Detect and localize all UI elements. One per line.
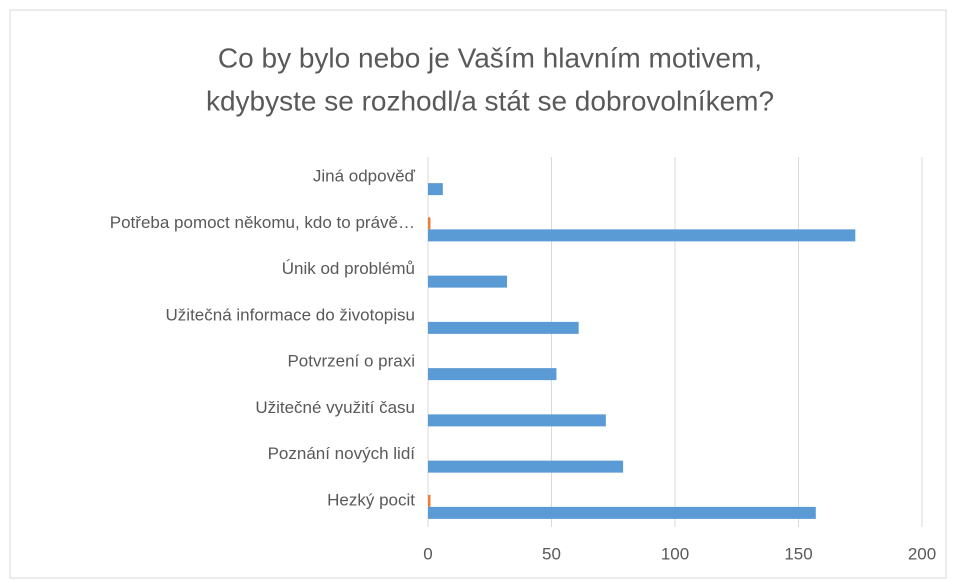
y-tick-label: Užitečná informace do životopisu xyxy=(166,305,415,324)
bar xyxy=(428,275,508,288)
x-tick-label: 200 xyxy=(908,544,936,563)
x-tick-label: 150 xyxy=(784,544,812,563)
bar xyxy=(428,460,624,473)
chart-title: kdybyste se rozhodl/a stát se dobrovolní… xyxy=(206,85,774,116)
y-tick-label: Potřeba pomoct někomu, kdo to právě… xyxy=(110,213,415,232)
bar xyxy=(428,494,431,507)
chart-border xyxy=(9,9,947,579)
bar xyxy=(428,506,816,519)
x-tick-label: 100 xyxy=(661,544,689,563)
chart-title: Co by bylo nebo je Vaším hlavním motivem… xyxy=(218,42,762,73)
y-tick-label: Únik od problémů xyxy=(282,259,415,278)
bar xyxy=(428,217,431,230)
bar xyxy=(428,414,606,427)
y-tick-label: Užitečné využití času xyxy=(255,398,415,417)
bar xyxy=(428,321,579,334)
bar xyxy=(428,368,557,381)
x-tick-label: 0 xyxy=(423,544,432,563)
y-tick-label: Hezký pocit xyxy=(327,490,415,509)
y-tick-label: Potvrzení o praxi xyxy=(287,352,415,371)
y-tick-label: Jiná odpověď xyxy=(313,167,416,186)
bar xyxy=(428,183,443,196)
bar xyxy=(428,229,856,242)
y-tick-label: Poznání nových lidí xyxy=(268,444,416,463)
x-tick-label: 50 xyxy=(542,544,561,563)
